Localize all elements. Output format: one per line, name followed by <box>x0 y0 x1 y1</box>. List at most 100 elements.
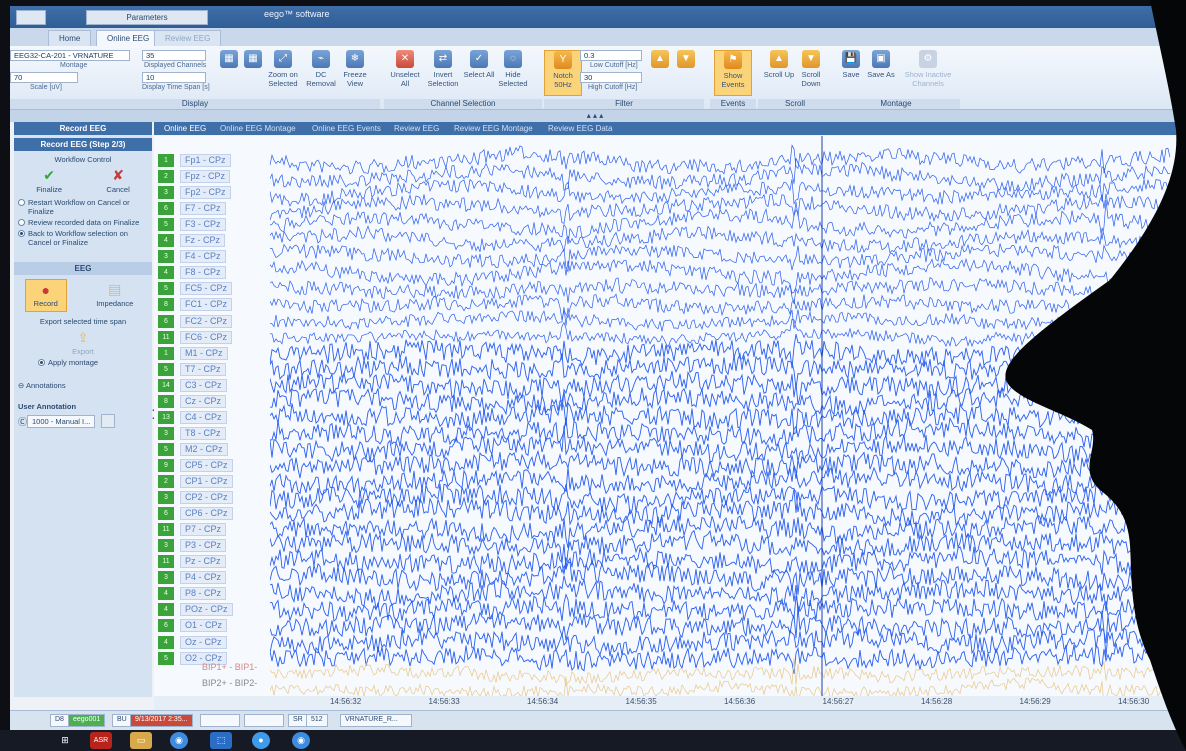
scroll-down-button[interactable]: ▼ Scroll Down <box>792 50 830 88</box>
app-menu-button[interactable] <box>16 10 46 25</box>
time-span-combo[interactable]: 10 <box>142 72 206 83</box>
montage-combo[interactable]: EEG32-CA-201 - VRNATURE <box>10 50 130 61</box>
channel-label[interactable]: FC2 - CPz <box>180 314 233 328</box>
channel-label[interactable]: F3 - CPz <box>180 218 226 232</box>
chrome-icon[interactable]: ◉ <box>170 732 188 749</box>
save-button[interactable]: 💾 Save <box>832 50 870 79</box>
channel-label[interactable]: M1 - CPz <box>180 346 228 360</box>
parameters-button[interactable]: Parameters <box>86 10 208 25</box>
channel-label[interactable]: CP6 - CPz <box>180 507 233 521</box>
hide-selected-button[interactable]: ◌ Hide Selected <box>494 50 532 88</box>
app-red-icon[interactable]: ASR <box>90 732 112 749</box>
channel-label[interactable]: F7 - CPz <box>180 202 226 216</box>
eeg-traces[interactable] <box>270 136 1180 696</box>
channel-number-badge[interactable]: 13 <box>158 410 174 424</box>
save-as-button[interactable]: ▣ Save As <box>862 50 900 79</box>
browser-icon[interactable]: ● <box>252 732 270 749</box>
cancel-button[interactable]: ✘ Cancel <box>102 167 133 195</box>
scroll-up-button[interactable]: ▲ Scroll Up <box>760 50 798 79</box>
select-all-button[interactable]: ✓ Select All <box>460 50 498 79</box>
channel-number-badge[interactable]: 5 <box>158 651 174 665</box>
sidebar-collapse-arrows[interactable]: ◂◂ <box>152 406 156 422</box>
app-blue-icon[interactable]: ⬚ <box>210 732 232 749</box>
displayed-channels-combo[interactable]: 35 <box>142 50 206 61</box>
annotations-toggle[interactable]: ⊖ Annotations <box>14 380 152 391</box>
channel-label[interactable]: Pz - CPz <box>180 555 226 569</box>
unselect-all-button[interactable]: ✕ Unselect All <box>386 50 424 88</box>
layout-button-1[interactable]: ▦ <box>210 50 248 70</box>
show-events-button[interactable]: ⚑ Show Events <box>714 50 752 96</box>
filter-up-button[interactable]: ▲ <box>648 50 672 70</box>
channel-label[interactable]: F4 - CPz <box>180 250 226 264</box>
channel-number-badge[interactable]: 6 <box>158 507 174 521</box>
tab-online-eeg[interactable]: Online EEG <box>96 30 161 46</box>
channel-number-badge[interactable]: 14 <box>158 378 174 392</box>
channel-number-badge[interactable]: 3 <box>158 491 174 505</box>
annotation-add-button[interactable] <box>101 414 116 428</box>
channel-label[interactable]: P4 - CPz <box>180 571 227 585</box>
channel-number-badge[interactable]: 4 <box>158 234 174 248</box>
channel-label[interactable]: P3 - CPz <box>180 539 227 553</box>
channel-number-badge[interactable]: 9 <box>158 458 174 472</box>
channel-label[interactable]: CP1 - CPz <box>180 475 233 488</box>
subtab-review-eeg-data[interactable]: Review EEG Data <box>548 124 613 133</box>
option-back-to-workflow[interactable]: Back to Workflow selection on Cancel or … <box>14 228 152 248</box>
channel-number-badge[interactable]: 1 <box>158 346 174 360</box>
export-button[interactable]: ⇪ Export <box>14 330 152 357</box>
chrome-icon-2[interactable]: ◉ <box>292 732 310 749</box>
freeze-view-button[interactable]: ❄ Freeze View <box>336 50 374 88</box>
subtab-review-eeg-montage[interactable]: Review EEG Montage <box>454 124 533 133</box>
channel-label[interactable]: FC6 - CPz <box>180 330 233 344</box>
subtab-online-eeg[interactable]: Online EEG <box>164 124 207 133</box>
zoom-on-selected-button[interactable]: ⤢ Zoom on Selected <box>264 50 302 88</box>
channel-number-badge[interactable]: 2 <box>158 170 174 184</box>
channel-label[interactable]: Fp2 - CPz <box>180 186 231 200</box>
channel-number-badge[interactable]: 3 <box>158 539 174 553</box>
option-review-data[interactable]: Review recorded data on Finalize <box>14 217 152 228</box>
channel-number-badge[interactable]: 6 <box>158 619 174 633</box>
channel-number-badge[interactable]: 4 <box>158 603 174 617</box>
low-cutoff-combo[interactable]: 0.3 <box>580 50 642 61</box>
record-button[interactable]: ● Record <box>24 279 67 312</box>
channel-label[interactable]: O1 - CPz <box>180 619 228 633</box>
channel-label[interactable]: T7 - CPz <box>180 362 226 376</box>
notch-50hz-button[interactable]: Y Notch 50Hz <box>544 50 582 96</box>
channel-number-badge[interactable]: 1 <box>158 154 174 167</box>
tab-review-eeg[interactable]: Review EEG <box>154 30 222 46</box>
channel-number-badge[interactable]: 2 <box>158 475 174 488</box>
channel-number-badge[interactable]: 5 <box>158 218 174 232</box>
finalize-button[interactable]: ✔ Finalize <box>32 167 66 195</box>
layout-button-2[interactable]: ▦ <box>234 50 272 70</box>
file-explorer-icon[interactable]: ▭ <box>130 732 152 749</box>
channel-label[interactable]: P7 - CPz <box>180 523 227 537</box>
channel-label[interactable]: M2 - CPz <box>180 442 228 456</box>
channel-number-badge[interactable]: 5 <box>158 282 174 296</box>
channel-number-badge[interactable]: 3 <box>158 186 174 200</box>
filter-down-button[interactable]: ▼ <box>674 50 698 70</box>
subtab-online-eeg-events[interactable]: Online EEG Events <box>312 124 381 133</box>
channel-label[interactable]: CP2 - CPz <box>180 491 233 505</box>
channel-label[interactable]: POz - CPz <box>180 603 233 617</box>
channel-number-badge[interactable]: 6 <box>158 202 174 216</box>
bipolar-channel-label[interactable]: BIP2+ - BIP2- <box>202 678 258 688</box>
channel-label[interactable]: FC1 - CPz <box>180 298 233 312</box>
apply-montage-checkbox[interactable]: Apply montage <box>14 357 152 368</box>
channel-number-badge[interactable]: 5 <box>158 362 174 376</box>
channel-label[interactable]: CP5 - CPz <box>180 458 233 472</box>
channel-number-badge[interactable]: 8 <box>158 394 174 408</box>
channel-number-badge[interactable]: 4 <box>158 635 174 649</box>
ribbon-collapse-handle[interactable]: ▴ ▴ ▴ <box>10 110 1180 122</box>
high-cutoff-combo[interactable]: 30 <box>580 72 642 83</box>
channel-number-badge[interactable]: 3 <box>158 250 174 264</box>
subtab-online-eeg-montage[interactable]: Online EEG Montage <box>220 124 296 133</box>
channel-label[interactable]: F8 - CPz <box>180 266 226 280</box>
tab-home[interactable]: Home <box>48 30 92 46</box>
channel-label[interactable]: Fpz - CPz <box>180 170 231 184</box>
channel-label[interactable]: C3 - CPz <box>180 378 227 392</box>
channel-label[interactable]: T8 - CPz <box>180 426 226 440</box>
channel-number-badge[interactable]: 5 <box>158 442 174 456</box>
channel-number-badge[interactable]: 11 <box>158 330 174 344</box>
channel-label[interactable]: P8 - CPz <box>180 587 227 601</box>
bipolar-channel-label[interactable]: BIP1+ - BIP1- <box>202 662 258 672</box>
impedance-button[interactable]: ▤ Impedance <box>88 279 141 312</box>
